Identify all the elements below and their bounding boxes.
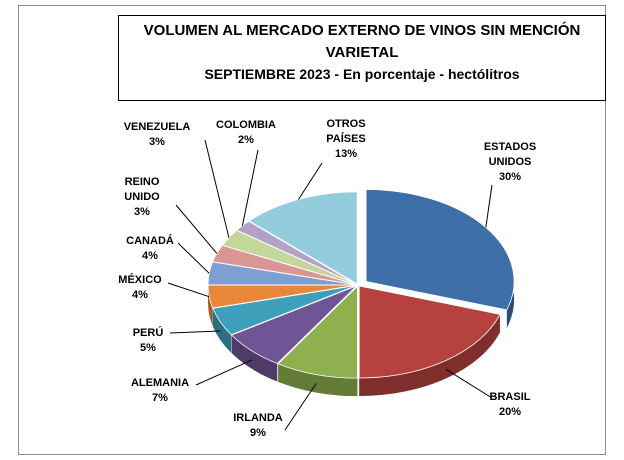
value-label: 13%	[334, 148, 358, 160]
value-label: 2%	[238, 134, 254, 146]
chart-subtitle: SEPTIEMBRE 2023 - En porcentaje - hectól…	[204, 66, 520, 82]
leader-line	[298, 162, 323, 200]
data-label: IRLANDA 9%	[233, 411, 283, 441]
leader-line	[177, 242, 210, 274]
data-label: ALEMANIA 7%	[131, 376, 189, 406]
category-label: MÉXICO	[118, 274, 162, 286]
category-label: ESTADOS UNIDOS	[483, 141, 537, 168]
value-label: 5%	[140, 342, 156, 354]
category-label: IRLANDA	[233, 412, 283, 424]
category-label: VENEZUELA	[123, 121, 191, 133]
leader-line	[195, 359, 253, 386]
chart-title: VOLUMEN AL MERCADO EXTERNO DE VINOS SIN …	[143, 22, 581, 61]
data-label: COLOMBIA 2%	[216, 118, 276, 148]
slice-tops	[207, 189, 515, 379]
value-label: 4%	[132, 289, 148, 301]
category-label: COLOMBIA	[216, 119, 276, 131]
slice-side	[231, 335, 278, 382]
value-label: 3%	[149, 136, 165, 148]
slice	[230, 285, 357, 364]
slice	[277, 285, 358, 379]
leader-line	[445, 368, 493, 399]
data-label: BRASIL 20%	[490, 390, 531, 420]
value-label: 3%	[134, 206, 150, 218]
category-label: CANADÁ	[126, 235, 174, 247]
data-label: OTROS PAÍSES 13%	[316, 117, 376, 162]
title-box: VOLUMEN AL MERCADO EXTERNO DE VINOS SIN …	[118, 15, 606, 101]
value-label: 9%	[250, 427, 266, 439]
leader-line	[175, 204, 218, 254]
category-label: OTROS PAÍSES	[326, 118, 366, 145]
leader-line	[485, 184, 493, 228]
leader-lines	[167, 139, 493, 431]
data-label: ESTADOS UNIDOS 30%	[480, 140, 540, 185]
slice	[235, 220, 357, 285]
data-label: VENEZUELA 3%	[124, 120, 191, 150]
slice-side	[278, 363, 358, 397]
leader-line	[204, 139, 230, 238]
slice-side	[212, 308, 232, 353]
category-label: BRASIL	[489, 391, 531, 403]
category-label: REINO UNIDO	[124, 176, 160, 203]
chart-frame	[18, 5, 606, 455]
value-label: 7%	[152, 392, 168, 404]
leader-line	[284, 383, 317, 431]
data-label: CANADÁ 4%	[126, 234, 174, 264]
data-label: REINO UNIDO 3%	[117, 175, 167, 220]
value-label: 20%	[498, 406, 522, 418]
data-label: PERÚ 5%	[133, 326, 164, 356]
value-label: 4%	[142, 250, 158, 262]
category-label: PERÚ	[132, 327, 164, 339]
category-label: ALEMANIA	[130, 377, 190, 389]
data-label: MÉXICO 4%	[118, 273, 161, 303]
leader-line	[241, 149, 259, 226]
slice-side	[208, 285, 213, 327]
value-label: 30%	[498, 171, 522, 183]
leader-line	[167, 282, 210, 298]
slice	[358, 285, 501, 379]
leader-line	[169, 330, 221, 334]
